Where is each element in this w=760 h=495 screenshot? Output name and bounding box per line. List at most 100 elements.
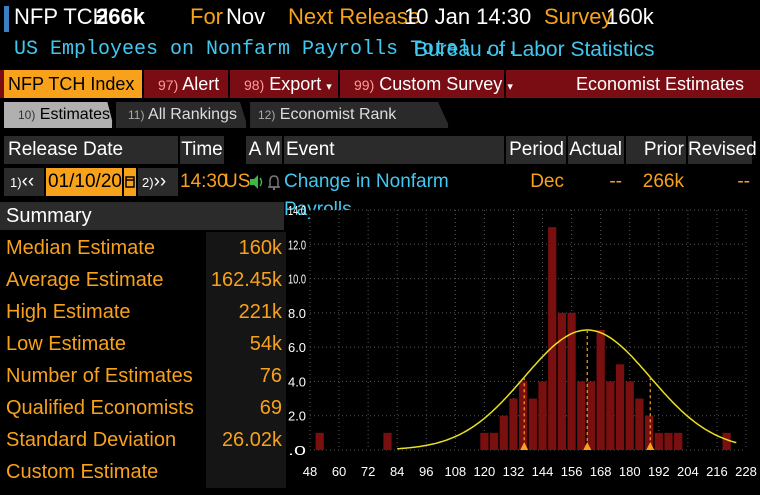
custom-survey-number: 99) <box>354 77 375 93</box>
tab-estimates[interactable]: 10) Estimates <box>4 102 114 128</box>
y-tick-label: 8.0 <box>288 306 306 321</box>
histogram-bar <box>674 432 683 450</box>
x-tick-label: 180 <box>619 464 641 479</box>
tab-number: 10) <box>18 108 36 122</box>
histogram-bar <box>538 381 547 450</box>
histogram-bar <box>654 432 663 450</box>
summary-row: High Estimate 221k <box>0 296 284 328</box>
y-tick-label: 4.0 <box>288 374 306 389</box>
actual-value: -- <box>609 171 622 192</box>
release-date-value: 01/10/20 <box>48 171 122 192</box>
column-label: A <box>248 139 262 160</box>
histogram-bar <box>722 432 731 450</box>
x-tick-label: 108 <box>444 464 466 479</box>
normal-curve <box>397 329 737 450</box>
col-event[interactable]: Event <box>284 136 504 164</box>
summary-row[interactable]: Custom Estimate <box>0 456 284 488</box>
header-accent <box>4 6 9 32</box>
col-actual[interactable]: Actual <box>568 136 624 164</box>
speaker-icon <box>250 175 263 189</box>
prev-number: 1) <box>10 175 22 190</box>
next-release-value: 10 Jan 14:30 <box>404 4 532 29</box>
bell-icon[interactable] <box>266 168 282 196</box>
tab-all-rankings[interactable]: 11) All Rankings <box>116 102 248 128</box>
x-tick-label: 48 <box>303 464 317 479</box>
col-period[interactable]: Period <box>506 136 566 164</box>
custom-survey-label: Custom Survey <box>379 74 503 94</box>
col-m[interactable]: M <box>264 136 282 164</box>
y-tick-label: .0 <box>288 443 306 458</box>
y-tick-label: 10.0 <box>288 272 306 287</box>
column-label: Event <box>286 139 335 160</box>
summary-label: High Estimate <box>6 301 131 323</box>
summary-value: 160k <box>238 237 282 259</box>
histogram-bar <box>586 381 596 450</box>
histogram-bar <box>625 381 634 450</box>
calendar-icon[interactable] <box>124 168 136 196</box>
col-prior[interactable]: Prior <box>626 136 686 164</box>
country-value: US <box>224 171 251 192</box>
x-tick-label: 144 <box>532 464 554 479</box>
prev-date-button[interactable]: 1)‹‹ <box>4 168 44 196</box>
x-tick-label: 60 <box>332 464 346 479</box>
prior-value: 266k <box>642 171 684 192</box>
x-tick-label: 204 <box>677 464 699 479</box>
estimate-marker <box>520 442 529 450</box>
event-link[interactable]: Change in Nonfarm Payrolls <box>284 168 506 220</box>
summary-label: Number of Estimates <box>6 365 193 387</box>
y-tick-label: 6.0 <box>288 340 306 355</box>
histogram-bar <box>644 415 654 450</box>
summary-title-text: Summary <box>6 205 92 227</box>
next-date-button[interactable]: 2)›› <box>138 168 178 196</box>
period-cell: Dec <box>506 168 566 196</box>
economist-estimates-label: Economist Estimates <box>575 74 744 94</box>
ticker-index-label: NFP TCH Index <box>8 74 135 94</box>
histogram-svg: 14.0 12.0 10.0 8.0 6.0 4.0 2.0 .0 48 60 72 84 96 108 1… <box>288 203 757 479</box>
histogram-bar <box>606 381 615 450</box>
description-bar: US Employees on Nonfarm Payrolls Total .… <box>0 38 760 66</box>
for-value: Nov <box>226 4 266 29</box>
col-time[interactable]: Time <box>180 136 224 164</box>
col-a[interactable]: A <box>246 136 264 164</box>
y-tick-label: 12.0 <box>288 237 306 252</box>
alert-sound-icon[interactable] <box>248 168 264 196</box>
x-tick-label: 168 <box>590 464 612 479</box>
col-release-date[interactable]: Release Date <box>4 136 178 164</box>
economist-estimates-title: Economist Estimates <box>576 70 744 98</box>
tab-economist-rank-history[interactable]: 12) Economist Rank History <box>250 102 450 128</box>
summary-row: Standard Deviation 26.02k <box>0 424 284 456</box>
summary-value: 221k <box>238 301 282 323</box>
ticker-index-box[interactable]: NFP TCH Index <box>4 70 142 98</box>
x-tick-label: 132 <box>503 464 525 479</box>
survey-label: Survey <box>544 4 613 29</box>
y-tick-label: 14.0 <box>288 203 306 218</box>
y-tick-label: 2.0 <box>288 409 306 424</box>
histogram-bar <box>596 330 605 450</box>
col-revised[interactable]: Revised <box>688 136 757 164</box>
menu-separator <box>338 70 340 98</box>
summary-row: Qualified Economists 69 <box>0 392 284 424</box>
histogram-bar <box>509 398 518 450</box>
release-date-input[interactable]: 01/10/20 <box>46 168 122 196</box>
period-value: Dec <box>530 171 564 192</box>
alert-number: 97) <box>158 77 179 93</box>
revised-cell: -- <box>688 168 752 196</box>
alert-button[interactable]: 97) Alert <box>158 70 219 98</box>
histogram-bar <box>567 312 576 450</box>
export-number: 98) <box>244 77 265 93</box>
column-label: Actual <box>569 139 622 160</box>
histogram-bar <box>315 432 324 450</box>
x-tick-label: 228 <box>735 464 757 479</box>
menu-bar: NFP TCH Index 97) Alert 98) Export ▾ 99)… <box>0 70 760 98</box>
histogram-bar <box>577 381 586 450</box>
histogram-bar <box>383 432 392 450</box>
export-button[interactable]: 98) Export ▾ <box>244 70 332 98</box>
x-tick-label: 72 <box>361 464 375 479</box>
summary-value: 162.45k <box>210 269 282 291</box>
time-value: 14:30 <box>180 171 228 192</box>
custom-survey-button[interactable]: 99) Custom Survey ▾ <box>354 70 513 98</box>
dropdown-arrow-icon: ▾ <box>326 81 332 93</box>
summary-value: 76 <box>259 365 282 387</box>
summary-row: Average Estimate 162.45k <box>0 264 284 296</box>
column-label: Time <box>181 139 223 160</box>
